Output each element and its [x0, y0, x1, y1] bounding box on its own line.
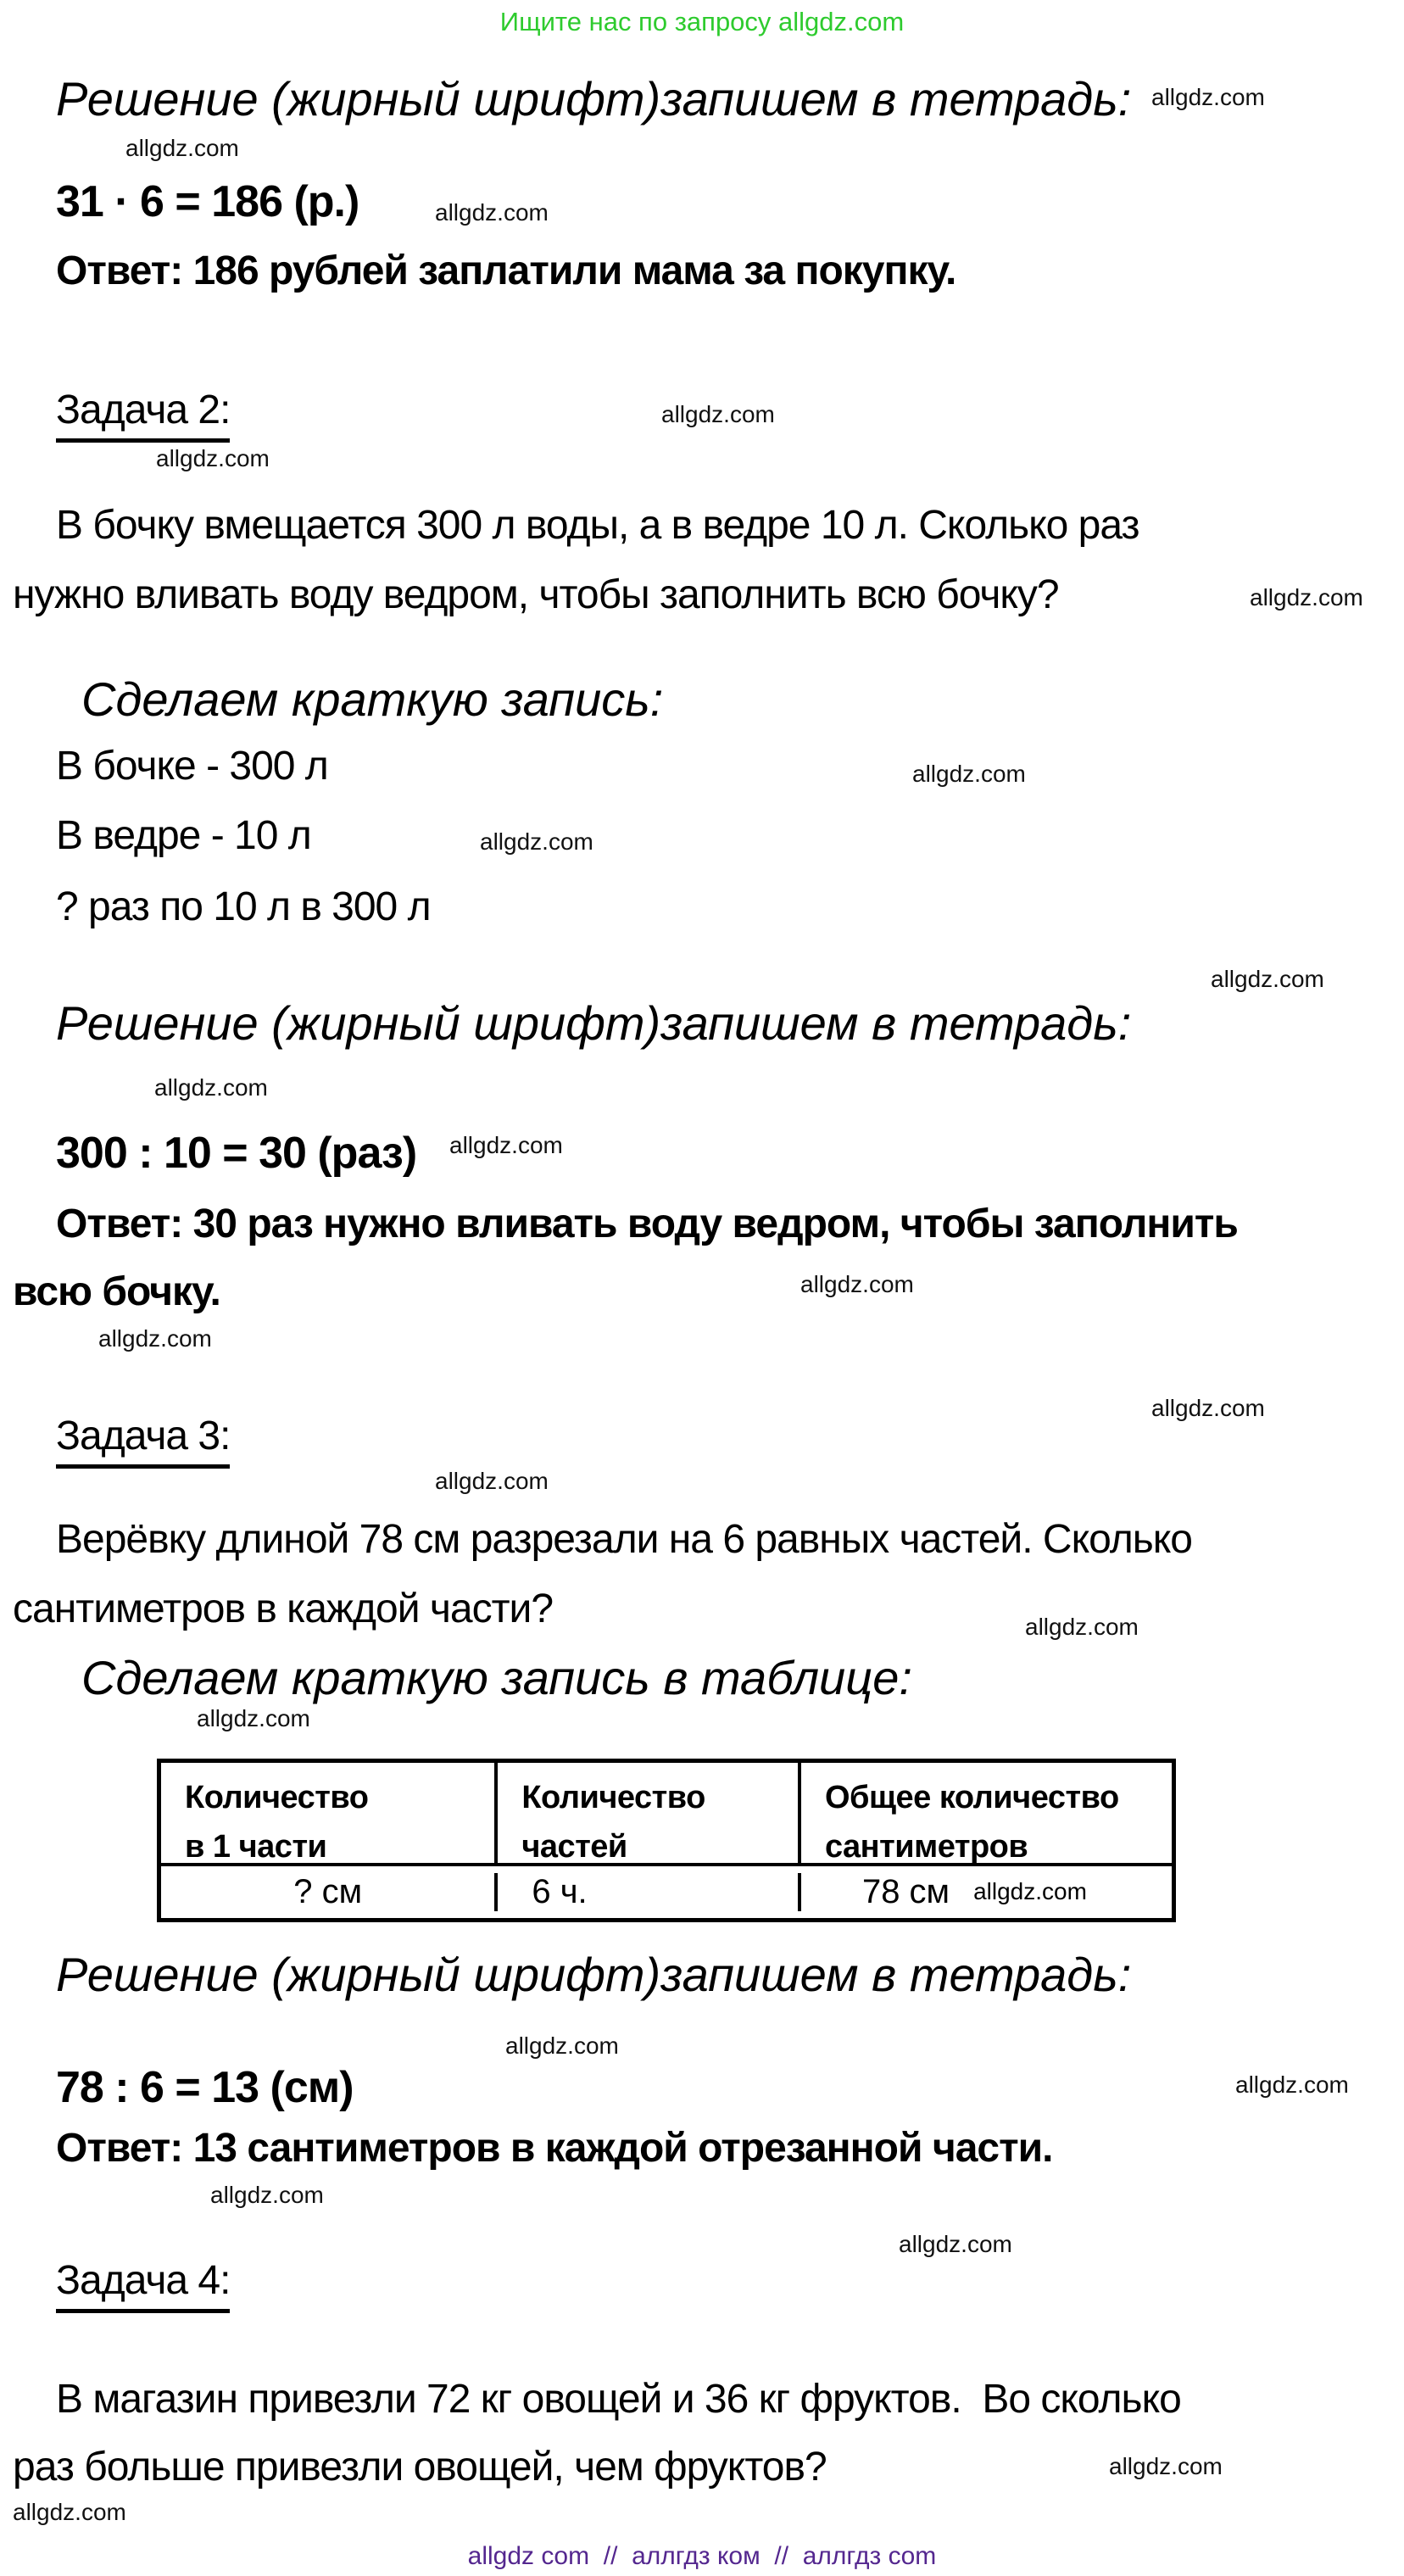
watermark: allgdz.com — [1211, 966, 1324, 992]
task2-title: Задача 2: — [56, 388, 231, 443]
watermark: allgdz.com — [973, 1878, 1087, 1904]
task2-problem-line2: нужно вливать воду ведром, чтобы заполни… — [13, 572, 1060, 617]
task3-table-heading: Сделаем краткую запись в таблице: — [81, 1651, 912, 1704]
task3-title: Задача 3: — [56, 1413, 231, 1469]
table-data-value: 78 см — [861, 1873, 950, 1910]
task2-answer-line1: Ответ: 30 раз нужно вливать воду ведром,… — [56, 1202, 1239, 1246]
watermark: allgdz.com — [800, 1271, 914, 1297]
task3-problem-line2: сантиметров в каждой части? — [13, 1586, 554, 1631]
watermark: allgdz.com — [435, 199, 549, 226]
watermark: allgdz.com — [899, 2231, 1012, 2257]
promo-banner: Ищите нас по запросу allgdz.com — [499, 7, 905, 36]
watermark: allgdz.com — [505, 2032, 619, 2059]
watermark: allgdz.com — [197, 1705, 310, 1731]
task4-title: Задача 4: — [56, 2258, 231, 2313]
task3-solution-heading: Решение (жирный шрифт)запишем в тетрадь: — [56, 1948, 1132, 2001]
task1-equation: 31 · 6 = 186 (р.) — [56, 177, 359, 226]
watermark: allgdz.com — [156, 445, 270, 471]
task2-equation: 300 : 10 = 30 (раз) — [56, 1129, 417, 1178]
table-header-text: частей — [521, 1829, 627, 1863]
table-header-cell-parts-count: Количество частей — [494, 1763, 798, 1863]
task4-problem-line2: раз больше привезли овощей, чем фруктов? — [13, 2445, 827, 2490]
watermark: allgdz.com — [449, 1132, 563, 1158]
table-header-text: Количество — [185, 1780, 369, 1815]
watermark: allgdz.com — [1250, 584, 1363, 611]
task2-solution-heading: Решение (жирный шрифт)запишем в тетрадь: — [56, 996, 1132, 1050]
task3-problem-line1: Верёвку длиной 78 см разрезали на 6 равн… — [56, 1517, 1193, 1562]
watermark: allgdz.com — [912, 761, 1026, 787]
task2-note-3: ? раз по 10 л в 300 л — [56, 884, 432, 929]
footer-links: allgdz com // аллгдз ком // аллгдз com — [467, 2542, 937, 2570]
table-header-cell-total-cm: Общее количество сантиметров — [797, 1763, 1172, 1863]
watermark: allgdz.com — [1025, 1614, 1139, 1640]
watermark: allgdz.com — [1109, 2453, 1223, 2479]
watermark: allgdz.com — [661, 401, 775, 427]
table-data-cell: 78 см allgdz.com — [797, 1873, 1172, 1911]
watermark: allgdz.com — [480, 828, 593, 855]
task2-answer-line2: всю бочку. — [13, 1269, 221, 1314]
task2-note-heading: Сделаем краткую запись: — [81, 672, 664, 726]
summary-table: Количество в 1 части Количество частей О… — [157, 1759, 1176, 1922]
task1-answer: Ответ: 186 рублей заплатили мама за поку… — [56, 248, 956, 293]
table-header-text: Количество — [521, 1780, 705, 1815]
watermark: allgdz.com — [154, 1074, 268, 1101]
watermark: allgdz.com — [1151, 1395, 1265, 1421]
task3-equation: 78 : 6 = 13 (см) — [56, 2063, 354, 2112]
table-data-cell: ? см — [293, 1873, 363, 1910]
task2-note-2: В ведре - 10 л — [56, 813, 312, 858]
task2-note-1: В бочке - 300 л — [56, 744, 329, 789]
task1-solution-heading: Решение (жирный шрифт)запишем в тетрадь: — [56, 72, 1132, 125]
table-data-cell: 6 ч. — [494, 1873, 798, 1911]
watermark: allgdz.com — [125, 135, 239, 161]
task4-problem-line1: В магазин привезли 72 кг овощей и 36 кг … — [56, 2377, 1182, 2422]
task3-answer: Ответ: 13 сантиметров в каждой отрезанно… — [56, 2126, 1053, 2171]
table-header-text: в 1 части — [185, 1829, 327, 1863]
table-header-text: Общее количество — [824, 1780, 1119, 1815]
watermark: allgdz.com — [210, 2182, 324, 2208]
watermark: allgdz.com — [435, 1468, 549, 1494]
watermark: allgdz.com — [13, 2499, 126, 2525]
table-header-text: сантиметров — [824, 1829, 1028, 1863]
table-header-cell-quantity-per-part: Количество в 1 части — [161, 1763, 494, 1863]
watermark: allgdz.com — [1151, 84, 1265, 110]
task2-problem-line1: В бочку вмещается 300 л воды, а в ведре … — [56, 503, 1140, 548]
watermark: allgdz.com — [98, 1325, 212, 1352]
table-header-row: Количество в 1 части Количество частей О… — [161, 1763, 1172, 1866]
watermark: allgdz.com — [1235, 2071, 1349, 2098]
table-data-row: ? см 6 ч. 78 см allgdz.com — [161, 1866, 1172, 1918]
